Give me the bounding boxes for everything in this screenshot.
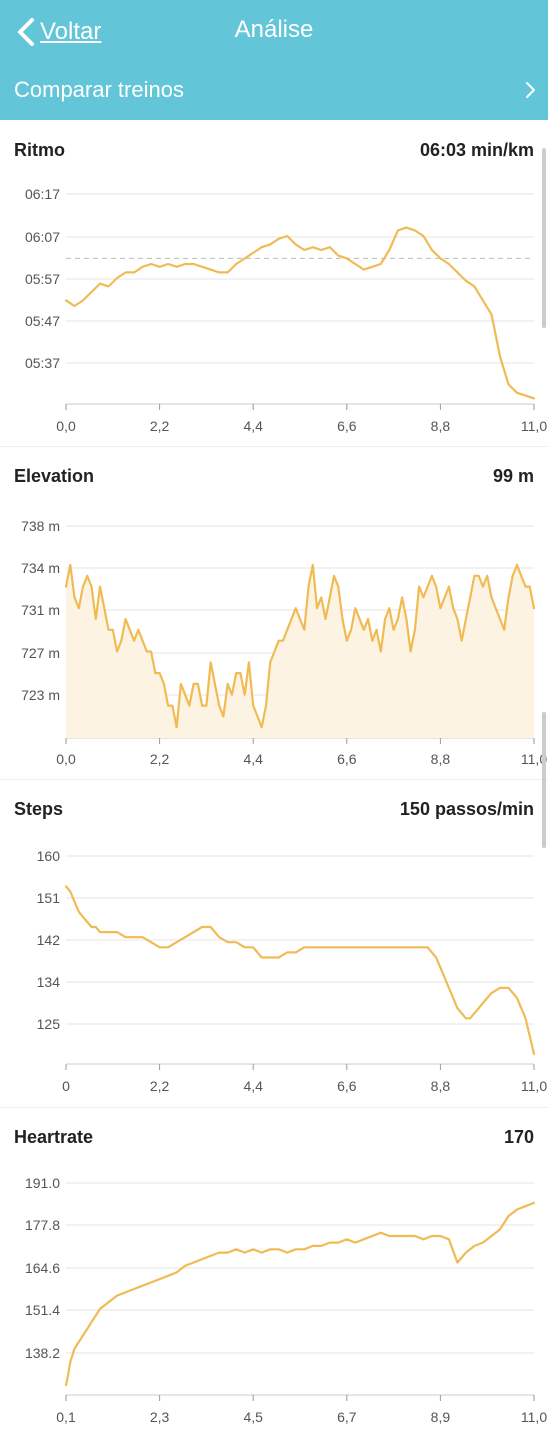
x-tick-label: 6,7: [337, 1409, 357, 1425]
elevation-section: Elevation 99 m 738 m 734 m 731 m 727 m 723 m…: [0, 446, 548, 780]
x-tick-label: 0,0: [56, 751, 76, 767]
x-tick-label: 0,0: [56, 418, 76, 434]
series-line: [64, 226, 536, 400]
back-label: Voltar: [40, 18, 102, 45]
y-tick-label: 05:47: [25, 313, 60, 329]
y-tick-label: 191.0: [25, 1175, 60, 1191]
x-tick-label: 4,4: [243, 1078, 263, 1094]
y-tick-label: 151.4: [25, 1302, 60, 1318]
y-tick-label: 164.6: [25, 1260, 60, 1276]
elevation-title: Elevation: [14, 466, 95, 486]
y-tick-label: 727 m: [21, 645, 60, 661]
steps-section: Steps 150 passos/min 160 151 142 134 125 0 2,2…: [0, 779, 548, 1108]
page-title-wrap: Análise: [0, 16, 548, 44]
y-tick-label: 734 m: [21, 560, 60, 576]
x-tick-label: 2,2: [150, 1078, 170, 1094]
chevron-left-icon: [18, 18, 34, 46]
series-area-fill: [66, 564, 534, 738]
back-button[interactable]: Voltar: [14, 14, 101, 50]
x-tick-label: 0,1: [56, 1409, 76, 1425]
x-tick-label: 8,9: [431, 1409, 451, 1425]
y-tick-label: 06:17: [25, 186, 60, 202]
scrollbar-thumb-1[interactable]: [542, 148, 546, 328]
header-bar: Voltar Análise Comparar treinos: [0, 0, 548, 120]
x-tick-label: 4,4: [243, 418, 263, 434]
steps-chart: 160 151 142 134 125 0 2,2 4,4 6,6 8,8 11,0: [37, 848, 548, 1094]
y-tick-label: 160: [37, 848, 61, 864]
y-tick-label: 134: [37, 974, 61, 990]
x-tick-label: 6,6: [337, 418, 357, 434]
page-title: Análise: [234, 16, 314, 43]
y-tick-label: 06:07: [25, 229, 60, 245]
scrollbar-thumb-2[interactable]: [542, 712, 546, 848]
series-line: [64, 563, 536, 729]
y-tick-label: 05:37: [25, 355, 60, 371]
heartrate-section: Heartrate 170 191.0 177.8 164.6 151.4 138.2 0…: [0, 1107, 548, 1435]
steps-value: 150 passos/min: [399, 799, 534, 819]
x-tick-label: 6,6: [337, 751, 357, 767]
y-tick-label: 731 m: [21, 602, 60, 618]
x-tick-label: 6,6: [337, 1078, 357, 1094]
y-tick-label: 723 m: [21, 687, 60, 703]
x-tick-label: 2,2: [150, 418, 170, 434]
pace-title: Ritmo: [14, 140, 65, 160]
x-tick-label: 0: [62, 1078, 70, 1094]
y-tick-label: 138.2: [25, 1345, 60, 1361]
compare-workouts-button[interactable]: Comparar treinos: [0, 72, 548, 108]
y-tick-label: 151: [37, 890, 61, 906]
steps-title: Steps: [14, 799, 64, 819]
x-tick-label: 8,8: [431, 751, 451, 767]
x-tick-label: 2,3: [150, 1409, 170, 1425]
y-tick-label: 125: [37, 1016, 61, 1032]
pace-section: Ritmo 06:03 min/km 06:17 06:07 05:57 05:47 0…: [0, 120, 548, 447]
x-tick-label: 11,0: [521, 418, 547, 434]
x-tick-label: 11,0: [521, 1409, 547, 1425]
compare-workouts-label: Comparar treinos: [14, 77, 184, 102]
y-tick-label: 05:57: [25, 271, 60, 287]
x-tick-label: 11,0: [521, 751, 547, 767]
heartrate-value: 170: [503, 1127, 534, 1147]
x-tick-label: 11,0: [521, 1078, 547, 1094]
series-line: [64, 1201, 536, 1387]
elevation-chart: 738 m 734 m 731 m 727 m 723 m 0,0 2,2 4,4 6,6 8,8…: [21, 518, 547, 767]
y-tick-label: 142: [37, 932, 61, 948]
x-tick-label: 2,2: [150, 751, 170, 767]
x-tick-label: 8,8: [431, 418, 451, 434]
x-tick-label: 4,5: [243, 1409, 263, 1425]
x-tick-label: 8,8: [431, 1078, 451, 1094]
pace-chart: 06:17 06:07 05:57 05:47 05:37 0,0 2,2 4,4 6,6 8,8…: [25, 186, 547, 434]
y-tick-label: 177.8: [25, 1217, 60, 1233]
pace-value: 06:03 min/km: [419, 140, 534, 160]
elevation-value: 99 m: [492, 466, 534, 486]
x-tick-label: 4,4: [243, 751, 263, 767]
heartrate-chart: 191.0 177.8 164.6 151.4 138.2 0,1 2,3 4,5 6,7 8,9…: [25, 1175, 547, 1425]
y-tick-label: 738 m: [21, 518, 60, 534]
chevron-right-icon: [526, 82, 535, 98]
heartrate-title: Heartrate: [14, 1127, 94, 1147]
series-line: [64, 885, 536, 1055]
